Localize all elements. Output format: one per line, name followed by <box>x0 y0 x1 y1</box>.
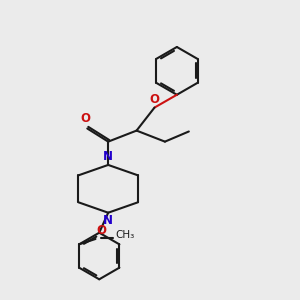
Text: CH₃: CH₃ <box>115 230 134 240</box>
Text: N: N <box>103 214 113 227</box>
Text: N: N <box>103 150 113 164</box>
Text: O: O <box>96 224 106 237</box>
Text: O: O <box>149 92 159 106</box>
Text: O: O <box>80 112 90 125</box>
